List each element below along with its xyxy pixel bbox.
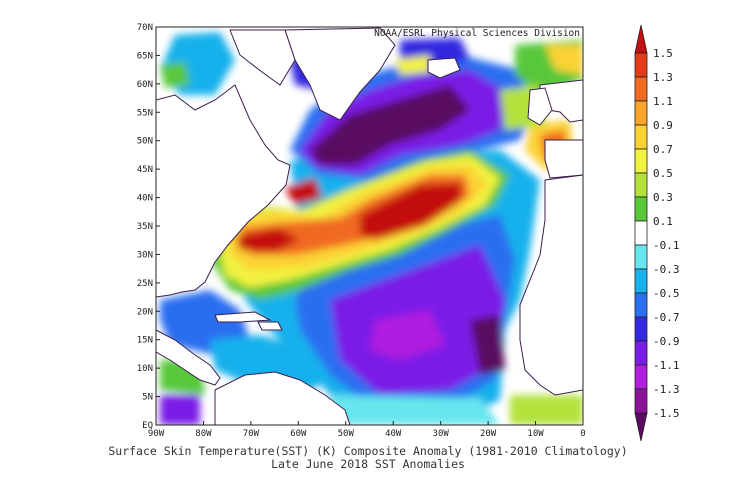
colorbar-label: 0.5 (653, 167, 673, 180)
lat-tick-label: EQ (142, 421, 153, 431)
colorbar-label: -0.3 (653, 263, 680, 276)
colorbar-label: 0.7 (653, 143, 673, 156)
iberia-land (544, 139, 583, 179)
colorbar-swatch (634, 364, 648, 390)
cuba-land (214, 311, 272, 323)
colorbar-swatch (634, 148, 648, 174)
south-america-land (214, 371, 351, 425)
eq-cool (330, 395, 500, 425)
warm-anomaly-core-north (285, 178, 322, 205)
warm-anomaly-core-east (360, 183, 462, 240)
colorbar-label: 0.1 (653, 215, 673, 228)
warm-anomaly-core-west (236, 228, 300, 252)
colorbar-label: 1.5 (653, 47, 673, 60)
colorbar-label: -1.5 (653, 407, 680, 420)
iceland-yellow (395, 55, 430, 75)
very-strong-cool-patch (370, 310, 445, 360)
greenland-land (284, 27, 396, 121)
lat-tick-label: 55N (137, 108, 153, 118)
latitude-axis: EQ 5N 10N 15N 20N 25N 30N 35N 40N 45N 50N 55N 60N 65N… (137, 23, 160, 431)
lon-tick-label: 20W (480, 429, 497, 439)
very-strong-cool-patch-2 (470, 315, 505, 375)
british-isles-land (527, 87, 553, 126)
colorbar-swatch (634, 220, 648, 246)
colorbar-swatch (634, 52, 648, 78)
lat-tick-label: 25N (137, 279, 153, 289)
northeast-yellow (545, 45, 583, 75)
colorbar-swatch (634, 268, 648, 294)
colorbar-swatch (634, 340, 648, 366)
lon-tick-label: 50W (338, 429, 355, 439)
colorbar-swatch (634, 24, 648, 54)
lat-tick-label: 15N (137, 336, 153, 346)
longitude-axis: 90W 80W 70W 60W 50W 40W 30W 20W 10W 0 (148, 421, 586, 439)
colorbar-swatch (634, 196, 648, 222)
lat-tick-label: 10N (137, 364, 153, 374)
colorbar-swatch (634, 100, 648, 126)
hudson-green (160, 62, 190, 88)
baffin-land (229, 29, 296, 86)
lat-tick-label: 45N (137, 165, 153, 175)
colorbar-label: 1.1 (653, 95, 673, 108)
lon-tick-label: 90W (148, 429, 165, 439)
caption-title: Surface Skin Temperature(SST) (K) Compos… (108, 444, 627, 458)
lat-tick-label: 30N (137, 250, 153, 260)
colorbar-swatch (634, 388, 648, 414)
colorbar-label: -1.1 (653, 359, 680, 372)
hispaniola-land (257, 321, 283, 331)
caption-subtitle: Late June 2018 SST Anomalies (271, 457, 465, 471)
central-america-land (156, 329, 221, 386)
lat-tick-label: 40N (137, 194, 153, 204)
colorbar-label: -1.3 (653, 383, 680, 396)
lat-tick-label: 50N (137, 137, 153, 147)
colorbar: 1.5 1.3 1.1 0.9 0.7 0.5 0.3 0.1 -0.1 -0.3 -0.5 -0.7… (634, 24, 680, 442)
lat-tick-label: 20N (137, 307, 153, 317)
lon-tick-label: 0 (580, 429, 585, 439)
eq-warm-east (510, 395, 583, 425)
lon-tick-label: 30W (433, 429, 450, 439)
subpolar-cold-core (310, 85, 470, 165)
colorbar-swatch (634, 412, 648, 442)
colorbar-swatch (634, 124, 648, 150)
colorbar-label: -0.7 (653, 311, 680, 324)
colorbar-swatch (634, 316, 648, 342)
iceland-land (427, 57, 461, 79)
colorbar-swatch (634, 76, 648, 102)
lat-tick-label: 70N (137, 23, 153, 33)
colorbar-swatch (634, 172, 648, 198)
lon-tick-label: 60W (290, 429, 307, 439)
colorbar-label: -0.9 (653, 335, 680, 348)
colorbar-swatch (634, 244, 648, 270)
colorbar-swatch (634, 292, 648, 318)
lat-tick-label: 60N (137, 80, 153, 90)
colorbar-label: 0.9 (653, 119, 673, 132)
lat-tick-label: 35N (137, 222, 153, 232)
africa-land (519, 174, 583, 396)
colorbar-label: -0.5 (653, 287, 680, 300)
lon-tick-label: 70W (243, 429, 260, 439)
lon-tick-label: 80W (195, 429, 212, 439)
eq-cool-west (160, 395, 200, 425)
lon-tick-label: 40W (385, 429, 402, 439)
colorbar-label: 0.3 (653, 191, 673, 204)
colorbar-label: -0.1 (653, 239, 680, 252)
colorbar-label: 1.3 (653, 71, 673, 84)
lon-tick-label: 10W (527, 429, 544, 439)
lat-tick-label: 65N (137, 51, 153, 61)
north-america-land (156, 84, 291, 298)
anomaly-field (156, 27, 583, 425)
credit-text: NOAA/ESRL Physical Sciences Division (374, 28, 580, 39)
lat-tick-label: 5N (142, 393, 153, 403)
